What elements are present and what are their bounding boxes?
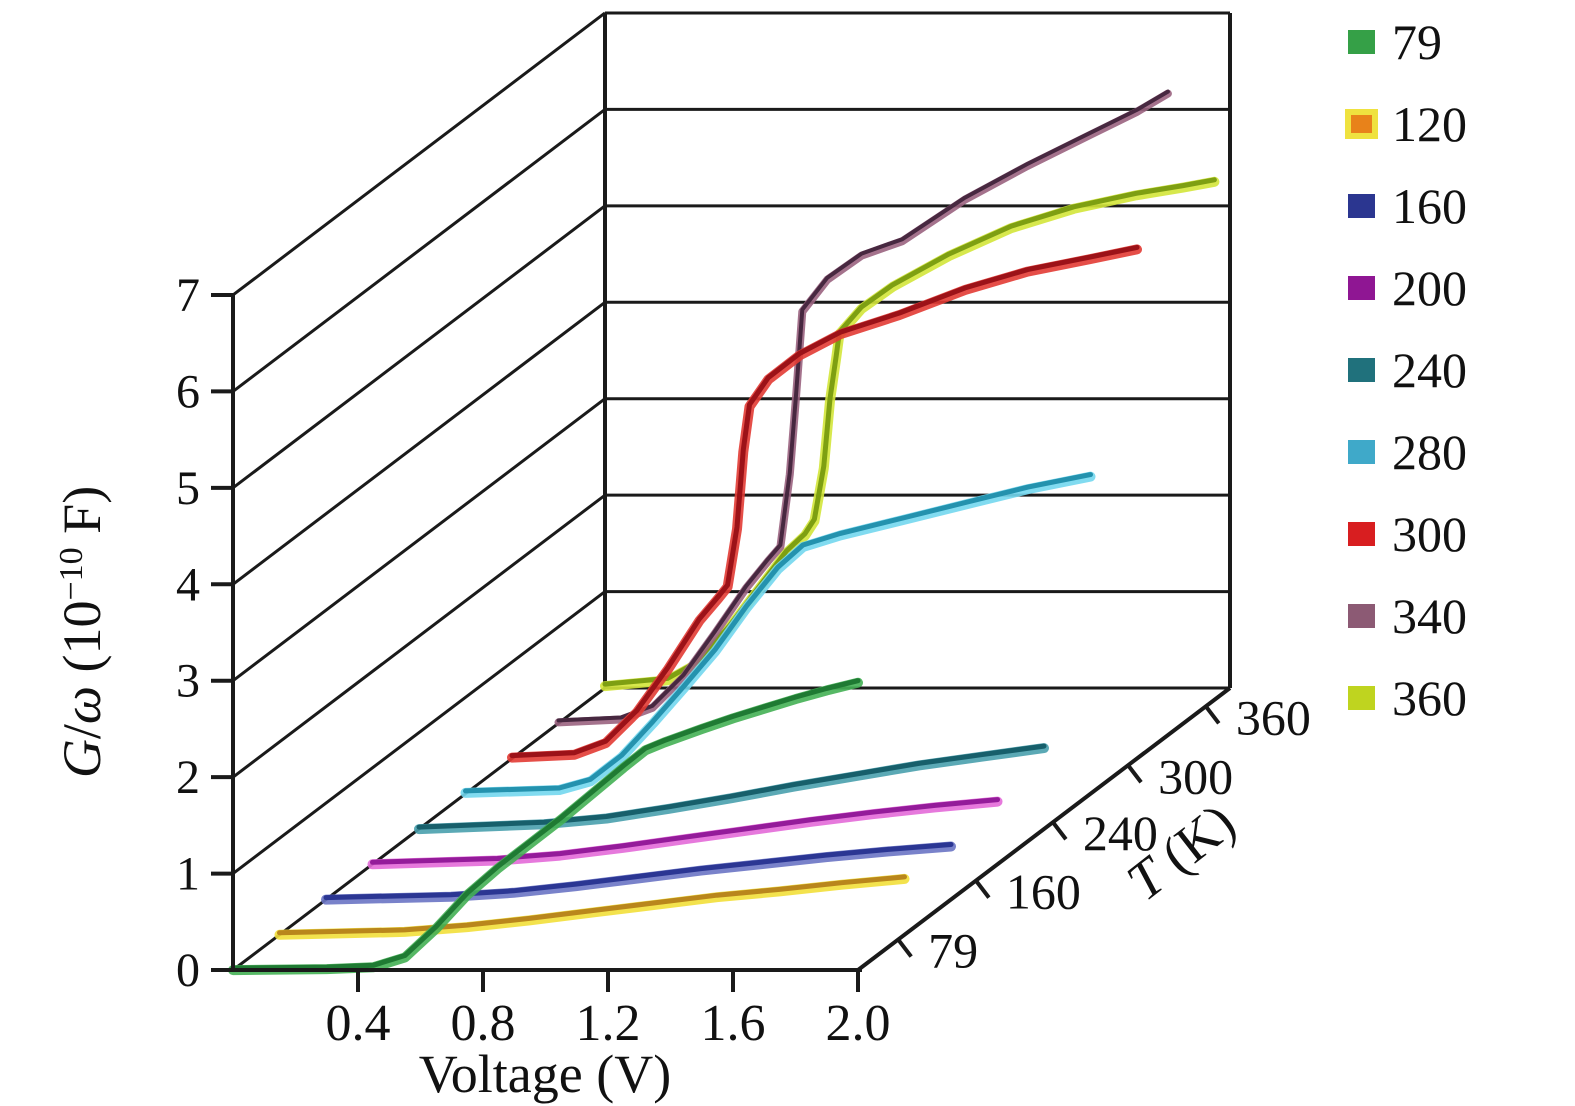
legend-label-240: 240 <box>1392 342 1467 398</box>
z-tick-label-6: 6 <box>176 365 200 418</box>
z-tick-label-2: 2 <box>176 751 200 804</box>
z-tick-label-5: 5 <box>176 462 200 515</box>
legend-label-360: 360 <box>1392 670 1467 726</box>
legend-swatch-160 <box>1348 194 1375 218</box>
legend-swatch-360 <box>1348 686 1375 710</box>
legend-item-240: 240 <box>1348 342 1467 398</box>
x-tick-label-1.6: 1.6 <box>701 995 766 1052</box>
series-line-fringe-360 <box>600 176 1220 692</box>
legend-item-79: 79 <box>1348 14 1442 70</box>
t-tick-label-300: 300 <box>1158 748 1233 804</box>
t-tick-label-160: 160 <box>1006 864 1081 920</box>
series-line-300 <box>509 244 1140 759</box>
data-curves <box>228 89 1220 976</box>
z-axis-title: G/ω (10−10 F) <box>52 486 112 778</box>
legend-swatch-120 <box>1345 109 1378 139</box>
t-tick-label-79: 79 <box>928 923 978 979</box>
left-wall-gridline <box>232 301 606 586</box>
t-tick <box>1051 821 1068 841</box>
series-line-240 <box>416 743 1047 830</box>
series-line-79 <box>230 678 861 971</box>
axes-lines <box>211 292 1232 992</box>
left-wall-gridline <box>232 11 606 297</box>
legend-swatch-300 <box>1348 522 1375 546</box>
t-axis-line <box>856 686 1232 972</box>
legend-swatch-200 <box>1348 276 1375 300</box>
series-line-160 <box>323 842 954 901</box>
z-tick-label-1: 1 <box>176 848 200 901</box>
series-line-200 <box>370 797 1000 865</box>
legend-item-120: 120 <box>1345 96 1467 152</box>
legend-item-300: 300 <box>1348 506 1467 562</box>
left-wall-gridline <box>232 397 606 682</box>
left-wall-gridline <box>232 590 606 875</box>
legend-item-200: 200 <box>1348 260 1467 316</box>
left-wall-gridline <box>232 493 606 779</box>
x-tick-label-0.8: 0.8 <box>451 995 516 1052</box>
legend-label-79: 79 <box>1392 14 1442 70</box>
legend-label-300: 300 <box>1392 506 1467 562</box>
x-axis-title: Voltage (V) <box>419 1044 671 1104</box>
series-line-340 <box>556 89 1170 723</box>
left-wall-gridline <box>232 204 606 490</box>
t-tick <box>974 879 991 899</box>
z-tick-label-7: 7 <box>176 269 200 322</box>
x-tick-label-1.2: 1.2 <box>576 995 641 1052</box>
series-line-280 <box>463 472 1093 794</box>
legend: 79 120 160 200 240 280 300 340 360 <box>1345 14 1467 726</box>
t-tick-label-360: 360 <box>1236 689 1311 745</box>
legend-swatch-79 <box>1348 30 1375 54</box>
legend-label-160: 160 <box>1392 178 1467 234</box>
legend-swatch-280 <box>1348 440 1375 464</box>
left-wall-gridline <box>232 108 606 393</box>
t-tick <box>1126 764 1143 784</box>
t-tick-label-240: 240 <box>1083 805 1158 861</box>
legend-item-340: 340 <box>1348 588 1467 644</box>
legend-item-360: 360 <box>1348 670 1467 726</box>
z-tick-label-0: 0 <box>176 944 200 997</box>
legend-swatch-340 <box>1348 604 1375 628</box>
legend-label-340: 340 <box>1392 588 1467 644</box>
x-tick-label-0.4: 0.4 <box>326 995 391 1052</box>
series-line-fringe-280 <box>460 471 1096 798</box>
axes-walls-grid <box>232 11 1232 972</box>
z-tick-label-3: 3 <box>176 655 200 708</box>
t-tick <box>896 938 913 958</box>
z-tick-label-4: 4 <box>176 558 200 611</box>
t-tick <box>1204 705 1221 725</box>
series-line-fringe-340 <box>554 89 1172 727</box>
legend-label-280: 280 <box>1392 424 1467 480</box>
legend-label-120: 120 <box>1392 96 1467 152</box>
x-tick-label-2.0: 2.0 <box>826 995 891 1052</box>
legend-label-200: 200 <box>1392 260 1467 316</box>
legend-swatch-240 <box>1348 358 1375 382</box>
legend-item-160: 160 <box>1348 178 1467 234</box>
legend-item-280: 280 <box>1348 424 1467 480</box>
